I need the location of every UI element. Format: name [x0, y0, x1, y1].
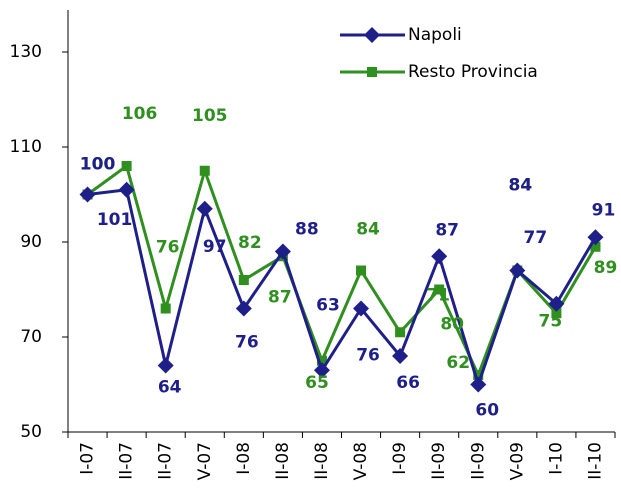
x-tick-label: II-08 — [312, 442, 332, 480]
x-tick-label: V-08 — [351, 442, 371, 480]
diamond-marker — [79, 186, 96, 203]
diamond-marker — [313, 362, 330, 379]
series-line — [87, 188, 597, 390]
data-label: 75 — [539, 311, 563, 331]
diamond-marker — [392, 348, 409, 364]
square-marker — [356, 265, 367, 276]
x-tick-label: I-07 — [78, 442, 98, 475]
x-tick-label: II-07 — [156, 442, 176, 480]
square-marker — [473, 370, 484, 380]
diamond-marker — [587, 229, 604, 246]
data-label: 60 — [475, 401, 499, 421]
diamond-marker — [274, 243, 291, 260]
x-tick-label: V-07 — [195, 442, 215, 480]
data-label: 97 — [203, 237, 227, 257]
data-label: 76 — [356, 346, 380, 366]
square-marker — [238, 275, 249, 285]
diamond-marker — [196, 200, 213, 217]
square-marker — [395, 327, 406, 338]
square-marker — [434, 284, 445, 295]
square-marker — [551, 308, 562, 319]
data-label: 63 — [316, 295, 340, 315]
square-marker — [590, 241, 601, 252]
diamond-marker — [548, 295, 565, 312]
x-tick-label: II-08 — [273, 442, 293, 480]
y-tick-label: 50 — [20, 422, 42, 442]
square-marker — [160, 303, 171, 314]
x-tick-label: II-09 — [429, 442, 449, 480]
square-marker — [199, 165, 210, 176]
diamond-marker — [353, 300, 370, 317]
data-label: 66 — [396, 373, 420, 393]
data-label: 76 — [235, 333, 259, 353]
legend-label: Resto Provincia — [408, 62, 538, 82]
square-marker — [121, 161, 132, 171]
diamond-marker — [118, 181, 135, 198]
data-label: 106 — [122, 104, 158, 124]
x-tick-label: II-07 — [117, 442, 137, 480]
data-label: 101 — [97, 210, 133, 230]
data-label: 80 — [440, 315, 464, 335]
x-tick-label: II-10 — [585, 442, 605, 480]
data-label: 105 — [192, 106, 228, 126]
diamond-marker — [509, 262, 526, 279]
diamond-marker — [364, 27, 380, 43]
data-label: 84 — [356, 220, 380, 240]
data-label: 62 — [446, 353, 470, 373]
data-label: 76 — [156, 238, 180, 258]
y-tick-label: 90 — [20, 232, 42, 252]
data-label: 65 — [305, 373, 329, 393]
data-label: 91 — [592, 200, 616, 220]
data-label: 84 — [508, 176, 532, 196]
x-tick-label: V-09 — [507, 442, 527, 480]
data-label: 100 — [80, 155, 116, 175]
data-label: 88 — [295, 220, 319, 240]
data-label: 84 — [508, 176, 532, 196]
data-label: 87 — [435, 220, 459, 240]
data-label: 77 — [524, 228, 548, 248]
diamond-marker — [157, 357, 174, 374]
square-marker — [316, 355, 327, 366]
data-label: 100 — [80, 155, 116, 175]
square-marker — [367, 67, 377, 77]
y-tick-label: 110 — [10, 137, 42, 157]
legend-label: Napoli — [408, 25, 462, 45]
data-label: 64 — [158, 378, 182, 398]
diamond-marker — [235, 300, 252, 317]
x-tick-label: I-09 — [390, 442, 410, 475]
data-label: 89 — [594, 258, 618, 278]
y-tick-label: 130 — [10, 42, 42, 62]
data-label: 71 — [426, 285, 450, 305]
diamond-marker — [470, 376, 487, 393]
diamond-marker — [431, 248, 448, 265]
x-tick-label: I-08 — [234, 442, 254, 475]
x-tick-label: I-10 — [546, 442, 566, 475]
x-tick-label: II-09 — [468, 442, 488, 480]
data-label: 87 — [268, 287, 292, 307]
y-tick-label: 70 — [20, 327, 42, 347]
data-label: 82 — [238, 233, 262, 253]
